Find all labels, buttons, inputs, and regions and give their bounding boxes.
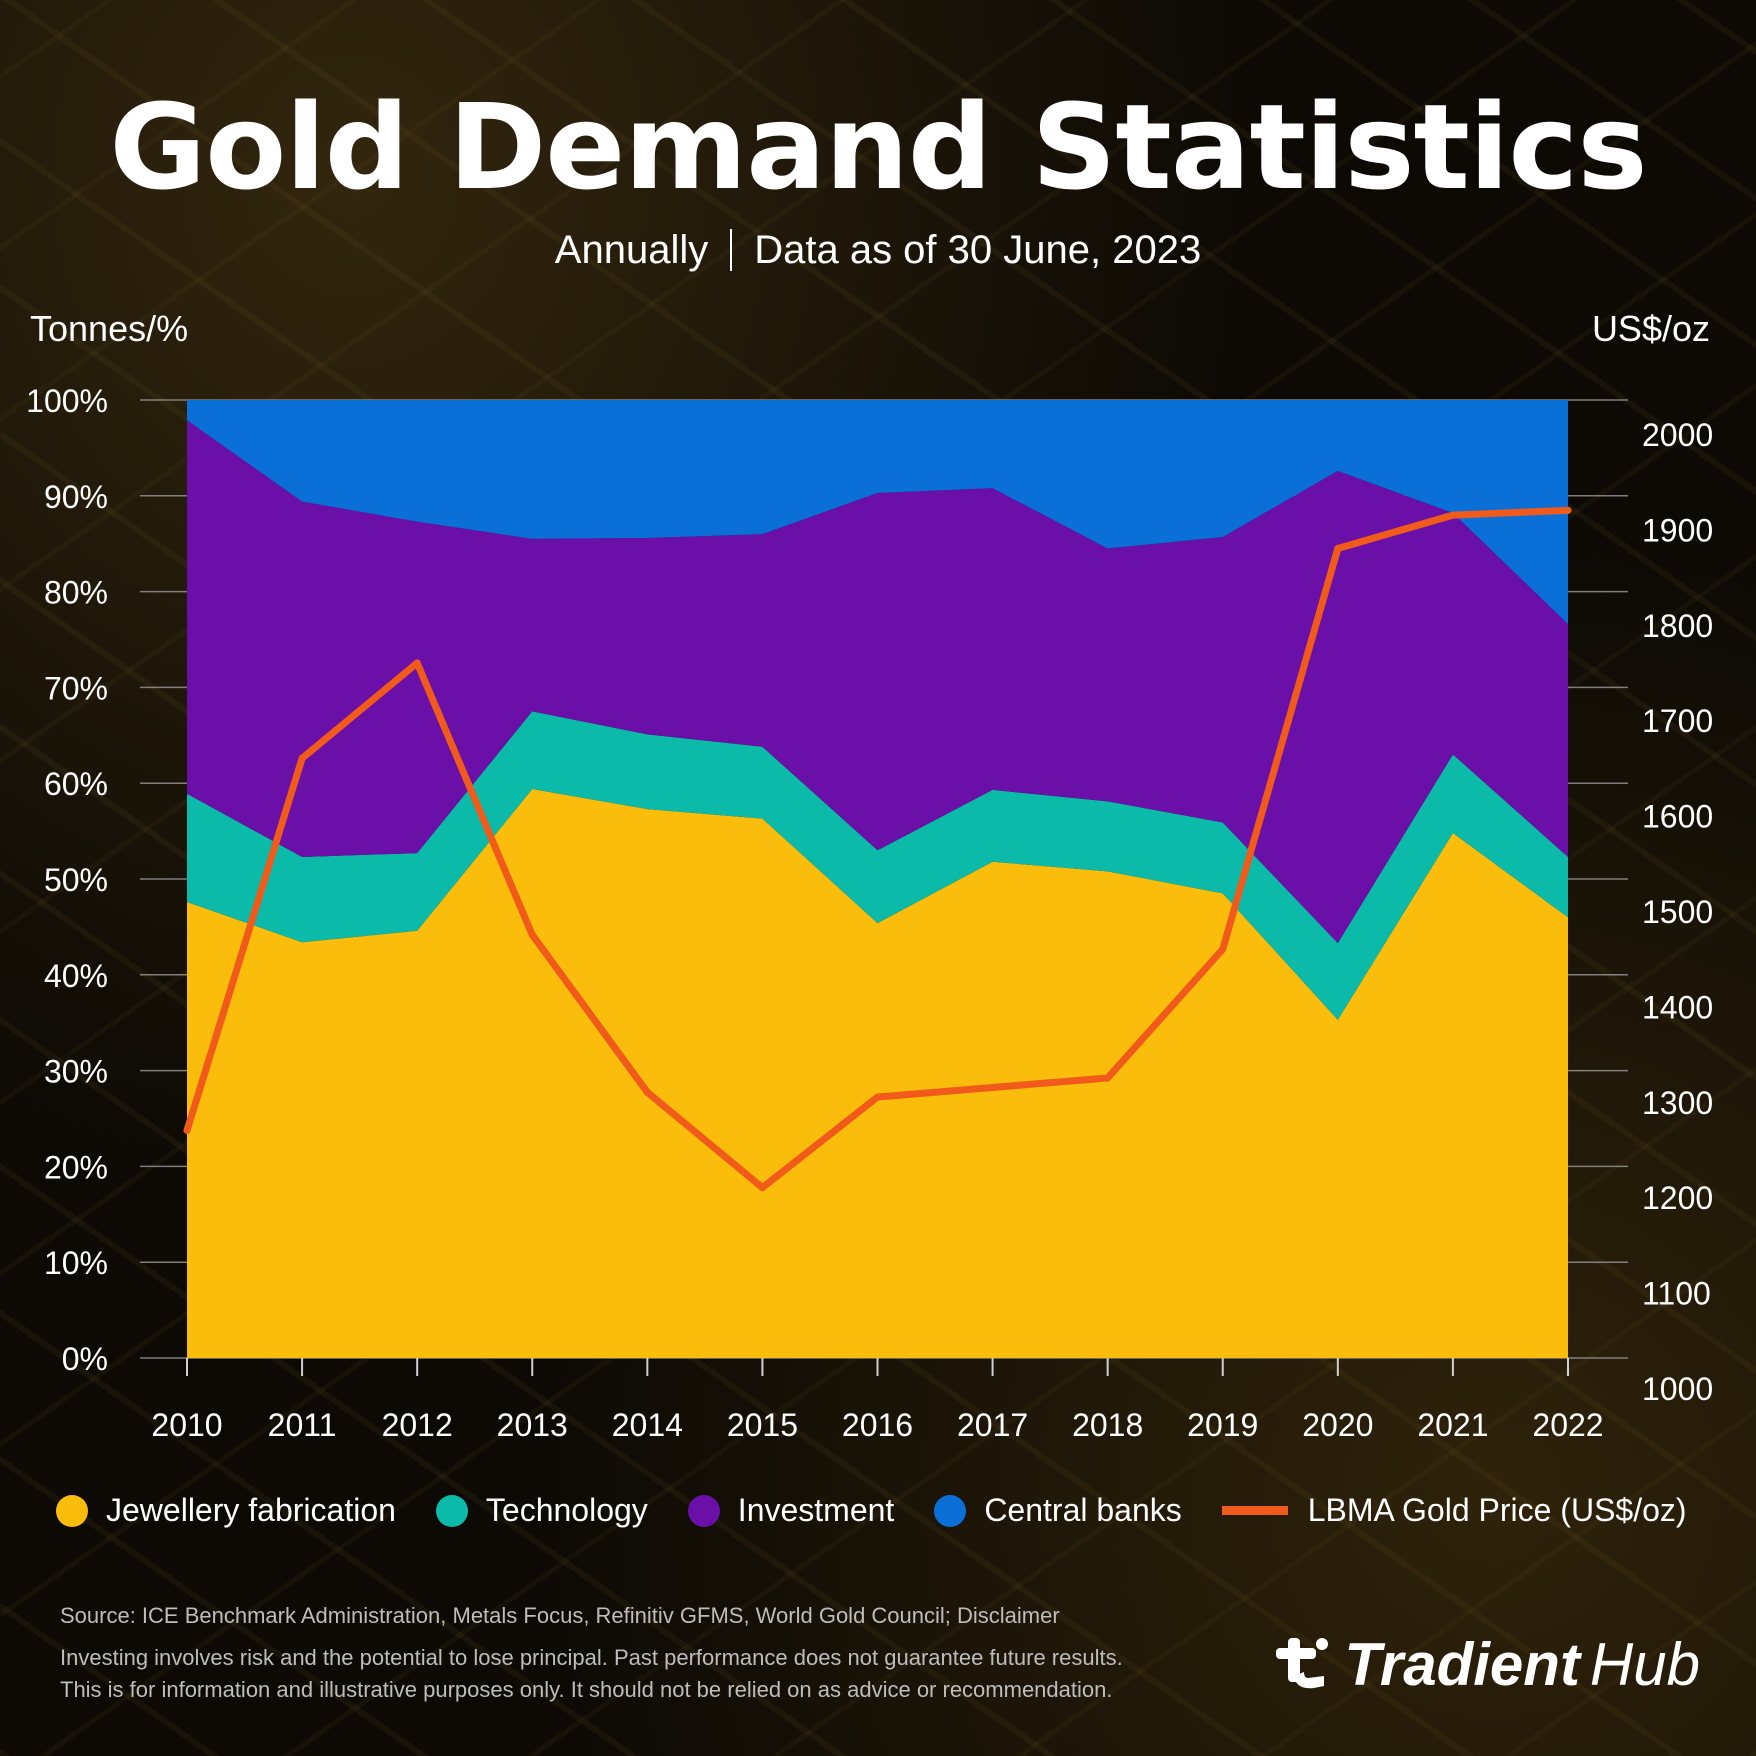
price-point [528, 931, 536, 939]
x-tick-label: 2021 [1417, 1407, 1488, 1443]
area-technology [187, 711, 1568, 1020]
left-tick-label: 60% [44, 766, 108, 802]
price-point [1104, 1074, 1112, 1082]
right-tick-label: 1200 [1642, 1180, 1713, 1216]
left-tick-label: 70% [44, 670, 108, 706]
x-tick-label: 2016 [842, 1407, 913, 1443]
right-tick-label: 1300 [1642, 1085, 1713, 1121]
chart-legend: Jewellery fabrication Technology Investmen… [56, 1492, 1736, 1529]
legend-item: Technology [435, 1492, 648, 1529]
x-tick-label: 2011 [268, 1407, 337, 1443]
legend-item: LBMA Gold Price (US$/oz) [1221, 1492, 1687, 1529]
right-tick-label: 1600 [1642, 799, 1713, 835]
right-tick-label: 1500 [1642, 894, 1713, 930]
legend-label: Technology [485, 1492, 648, 1528]
right-tick-label: 1900 [1642, 512, 1713, 548]
right-tick-label: 1700 [1642, 703, 1713, 739]
logo-suffix-text: Hub [1589, 1631, 1700, 1698]
area-investment [187, 420, 1568, 944]
logo-brand-text: Tradient [1344, 1631, 1580, 1698]
footer: Source: ICE Benchmark Administration, Me… [60, 1600, 1260, 1716]
price-point [1334, 544, 1342, 552]
subtitle-date: Data as of 30 June, 2023 [754, 228, 1202, 272]
price-point [874, 1093, 881, 1101]
x-tick-label: 2012 [382, 1407, 453, 1443]
x-tick-label: 2010 [151, 1407, 222, 1443]
legend-dot-swatch [687, 1494, 720, 1527]
right-axis-unit: US$/oz [1591, 308, 1710, 349]
x-tick-label: 2014 [612, 1407, 683, 1443]
price-line-layer [183, 506, 1572, 1192]
price-point [1564, 506, 1572, 514]
legend-dot-swatch [56, 1494, 88, 1527]
disclaimer-line-2: This is for information and illustrative… [60, 1676, 1113, 1702]
tradient-logo-icon [1274, 1636, 1332, 1694]
price-point [298, 754, 306, 762]
price-point [643, 1088, 651, 1096]
right-tick-label: 1800 [1642, 608, 1713, 644]
legend-label: Investment [737, 1492, 895, 1528]
left-tick-label: 50% [44, 862, 108, 898]
left-tick-label: 0% [62, 1341, 108, 1377]
left-tick-label: 10% [44, 1245, 108, 1281]
subtitle-divider [730, 229, 733, 271]
x-tick-label: 2018 [1072, 1407, 1143, 1443]
legend-line-swatch [1221, 1506, 1288, 1515]
x-tick-label: 2019 [1187, 1407, 1258, 1443]
left-tick-label: 80% [44, 575, 108, 611]
right-tick-label: 1100 [1642, 1276, 1711, 1312]
right-tick-label: 1000 [1642, 1371, 1713, 1407]
disclaimer-line-1: Investing involves risk and the potentia… [60, 1644, 1123, 1670]
x-tick-label: 2015 [727, 1407, 798, 1443]
x-tick-label: 2017 [957, 1407, 1028, 1443]
price-point [1449, 511, 1457, 519]
legend-dot-swatch [435, 1494, 468, 1527]
gold-demand-chart: 0% 10% 20% 30% 40% 50% 60% 70% 80% 90% 100% 1000 110… [26, 383, 1713, 1443]
chart-subtitle: Annually Data as of 30 June, 2023 [0, 228, 1756, 273]
price-point [989, 1083, 997, 1091]
left-axis-unit: Tonnes/% [30, 308, 189, 349]
area-central-banks [187, 400, 1568, 625]
x-tick-label: 2022 [1532, 1407, 1603, 1443]
x-tick-label: 2020 [1302, 1407, 1373, 1443]
right-tick-label: 1400 [1642, 989, 1713, 1025]
legend-label: LBMA Gold Price (US$/oz) [1307, 1492, 1687, 1528]
left-tick-label: 40% [44, 958, 108, 994]
legend-item: Central banks [934, 1492, 1182, 1529]
source-note: Source: ICE Benchmark Administration, Me… [60, 1603, 1060, 1628]
legend-label: Jewellery fabrication [106, 1492, 396, 1528]
left-tick-label: 100% [26, 383, 108, 419]
price-point [1219, 945, 1227, 953]
legend-dot-swatch [934, 1494, 967, 1527]
chart-title: Gold Demand Statistics [109, 78, 1647, 216]
right-tick-label: 2000 [1642, 417, 1713, 453]
axes: 0% 10% 20% 30% 40% 50% 60% 70% 80% 90% 100% 1000 110… [26, 383, 1713, 1443]
left-tick-label: 30% [44, 1054, 108, 1090]
price-point [183, 1126, 191, 1134]
brand-logo: Tradient Hub [1274, 1630, 1700, 1699]
price-point [413, 659, 421, 667]
subtitle-frequency: Annually [554, 228, 709, 272]
legend-item: Investment [687, 1492, 895, 1529]
legend-item: Jewellery fabrication [56, 1492, 396, 1529]
left-tick-label: 20% [44, 1149, 108, 1185]
x-tick-label: 2013 [497, 1407, 568, 1443]
legend-label: Central banks [984, 1492, 1182, 1528]
price-point [758, 1184, 766, 1192]
left-tick-label: 90% [44, 479, 108, 515]
